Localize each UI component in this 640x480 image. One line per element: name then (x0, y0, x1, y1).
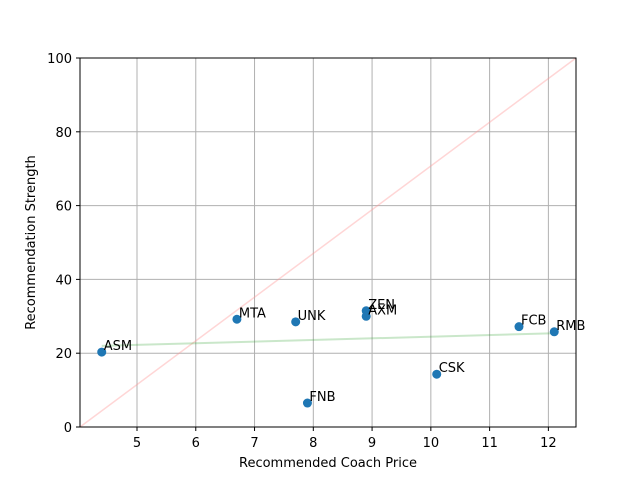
y-tick-label: 40 (55, 273, 72, 288)
y-tick-label: 60 (55, 200, 72, 215)
point-label: AXM (368, 303, 397, 318)
point-label: ASM (104, 339, 132, 354)
y-tick-label: 100 (47, 52, 72, 67)
point-label: MTA (239, 306, 266, 321)
data-point (97, 347, 107, 357)
plot-frame (79, 57, 577, 428)
reference-lines (79, 57, 577, 428)
x-tick-label: 12 (540, 436, 557, 451)
x-tick-label: 8 (309, 436, 317, 451)
x-tick-label: 5 (133, 436, 141, 451)
axis-ticks: 5 6 7 8 9 10 11 12 0 20 40 60 80 100 (47, 52, 556, 451)
data-points (97, 306, 559, 408)
data-point (514, 322, 524, 332)
point-label: FCB (521, 314, 546, 329)
x-tick-label: 9 (368, 436, 376, 451)
x-tick-label: 10 (423, 436, 440, 451)
point-label: FNB (309, 390, 335, 405)
data-point (302, 398, 312, 408)
x-tick-label: 7 (250, 436, 258, 451)
trend-line (101, 332, 555, 347)
data-point (291, 317, 301, 327)
y-tick-label: 20 (55, 347, 72, 362)
data-point (361, 311, 371, 321)
point-label: UNK (298, 309, 326, 324)
point-label: RMB (556, 319, 585, 334)
data-point (232, 314, 242, 324)
identity-line (79, 57, 577, 428)
point-label: CSK (439, 361, 465, 376)
x-axis-label: Recommended Coach Price (239, 456, 417, 471)
x-tick-label: 6 (192, 436, 200, 451)
y-tick-label: 0 (64, 421, 72, 436)
point-label: ZEN (368, 298, 395, 313)
y-axis-label: Recommendation Strength (24, 155, 39, 330)
data-point (432, 369, 442, 379)
data-point (549, 327, 559, 337)
x-tick-label: 11 (481, 436, 498, 451)
y-tick-label: 80 (55, 126, 72, 141)
